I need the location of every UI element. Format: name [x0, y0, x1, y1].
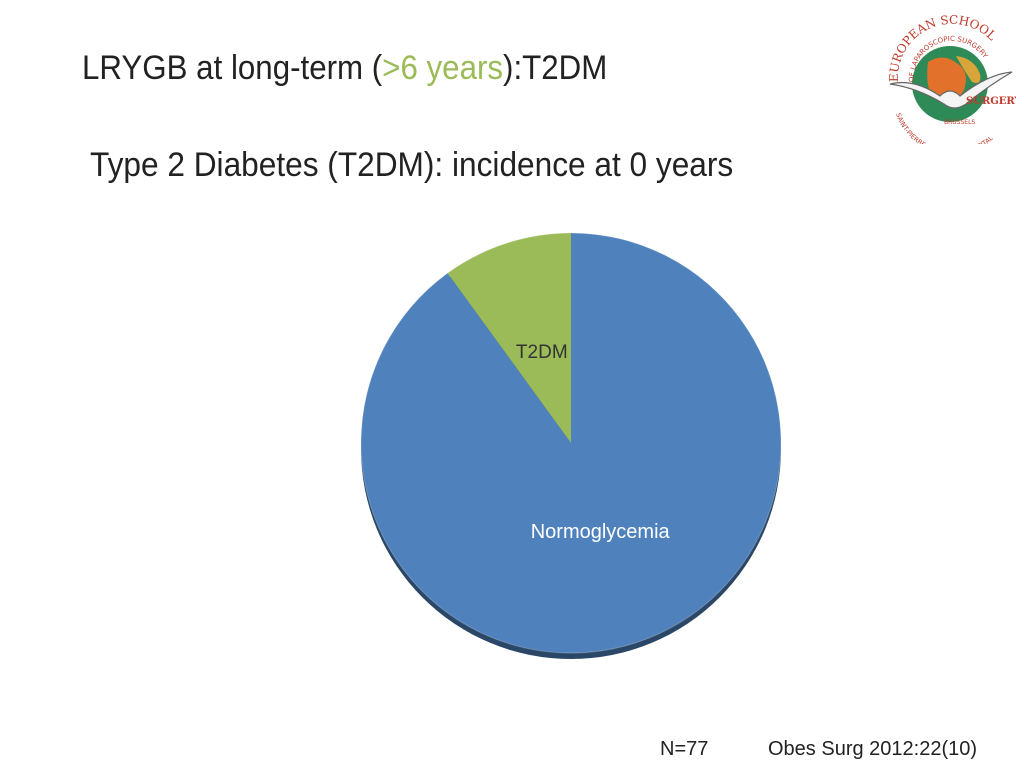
- pie-slices: [360, 232, 782, 659]
- title-prefix: LRYGB at long-term (: [82, 49, 383, 87]
- slide-subtitle: Type 2 Diabetes (T2DM): incidence at 0 y…: [90, 146, 734, 184]
- title-highlight: >6 years: [382, 49, 504, 87]
- pie-labels: Normoglycemia T2DM: [516, 342, 671, 543]
- globe-landmass: [927, 57, 966, 104]
- seagull-icon: [889, 71, 1013, 109]
- sample-size: N=77: [660, 738, 709, 760]
- pie-label-normoglycemia: Normoglycemia: [531, 521, 671, 543]
- citation: Obes Surg 2012:22(10): [768, 738, 978, 760]
- school-logo: EUROPEAN SCHOOL OF LAPAROSCOPIC SURGERY …: [887, 13, 1016, 144]
- globe-landmass-2: [956, 56, 981, 83]
- slide-title: LRYGB at long-term (>6 years):T2DM: [82, 46, 607, 90]
- logo-city: BRUSSELS: [944, 119, 975, 126]
- title-suffix: ):T2DM: [503, 49, 608, 87]
- pie-edge-highlight: [360, 232, 782, 654]
- pie-label-t2dm: T2DM: [516, 342, 568, 363]
- pie-slice-t2dm: [447, 233, 571, 443]
- logo-brand: SURGERY: [966, 96, 1016, 107]
